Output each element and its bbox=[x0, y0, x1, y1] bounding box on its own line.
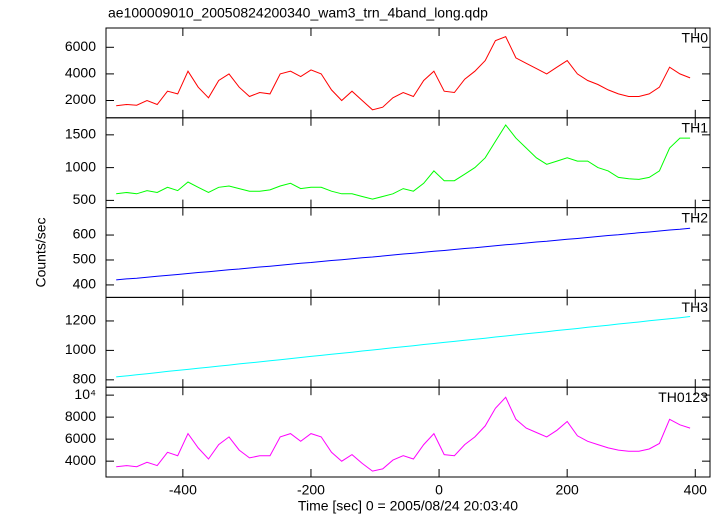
panel-name: TH0 bbox=[682, 30, 709, 46]
x-tick-label: -400 bbox=[169, 482, 197, 498]
x-tick-label: 0 bbox=[435, 482, 443, 498]
y-tick-label: 800 bbox=[73, 371, 97, 387]
panel-name: TH0123 bbox=[658, 389, 708, 405]
data-line bbox=[116, 227, 691, 281]
y-tick-label: 1200 bbox=[65, 312, 96, 328]
panel-frame bbox=[105, 27, 711, 119]
panel-name: TH3 bbox=[682, 299, 709, 315]
x-axis-label: Time [sec] 0 = 2005/08/24 20:03:40 bbox=[298, 498, 518, 514]
data-line bbox=[116, 396, 691, 472]
data-line bbox=[116, 316, 691, 378]
panel-name: TH2 bbox=[682, 209, 709, 225]
data-line bbox=[116, 124, 691, 200]
y-tick-label: 400 bbox=[73, 276, 97, 292]
y-tick-label: 500 bbox=[73, 251, 97, 267]
y-tick-label: 1000 bbox=[65, 341, 96, 357]
y-tick-label: 1000 bbox=[65, 158, 96, 174]
y-tick-label: 2000 bbox=[65, 91, 96, 107]
x-tick-label: -200 bbox=[297, 482, 325, 498]
y-tick-label: 10⁴ bbox=[74, 386, 96, 402]
chart-title: ae100009010_20050824200340_wam3_trn_4ban… bbox=[108, 5, 488, 21]
panel-frame bbox=[105, 296, 711, 388]
y-tick-label: 6000 bbox=[65, 430, 96, 446]
y-tick-label: 600 bbox=[73, 226, 97, 242]
y-tick-label: 8000 bbox=[65, 408, 96, 424]
y-axis-label: Counts/sec bbox=[33, 217, 49, 287]
y-tick-label: 1500 bbox=[65, 126, 96, 142]
y-tick-label: 6000 bbox=[65, 38, 96, 54]
panel-frame bbox=[105, 386, 711, 478]
data-line bbox=[116, 35, 691, 111]
y-tick-label: 500 bbox=[73, 191, 97, 207]
panel-name: TH1 bbox=[682, 120, 709, 136]
y-tick-label: 4000 bbox=[65, 65, 96, 81]
x-tick-label: 200 bbox=[555, 482, 579, 498]
panel-frame bbox=[105, 117, 711, 209]
y-tick-label: 4000 bbox=[65, 452, 96, 468]
panel-frame bbox=[105, 207, 711, 298]
x-tick-label: 400 bbox=[684, 482, 708, 498]
